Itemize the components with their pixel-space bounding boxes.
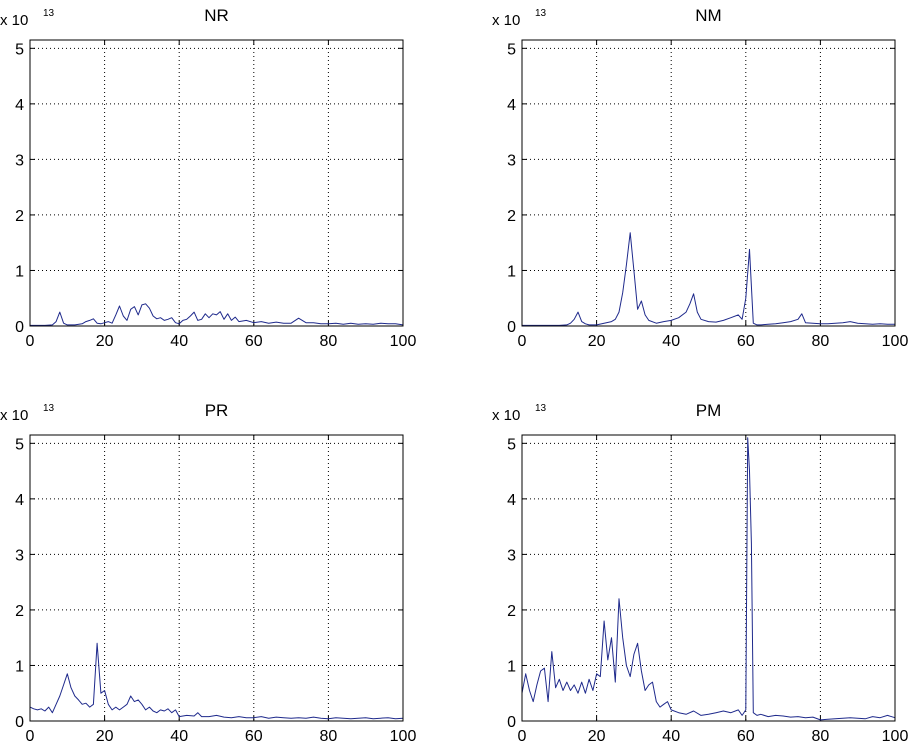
- y-tick-label: 2: [15, 603, 24, 620]
- axes-frame: [29, 434, 404, 722]
- y-tick-label: 0: [507, 714, 516, 731]
- y-tick-label: 5: [15, 41, 24, 58]
- y-tick-label: 2: [507, 208, 516, 225]
- y-tick-label: 4: [15, 492, 24, 509]
- exponent-label: x 10: [492, 407, 520, 424]
- series-line: [29, 642, 404, 720]
- x-tick-label: 20: [588, 333, 606, 350]
- x-tick-label: 0: [518, 333, 527, 350]
- series-line: [522, 232, 895, 326]
- exponent-label: x 10: [492, 12, 520, 29]
- x-tick-label: 80: [812, 728, 830, 745]
- series-line: [521, 437, 896, 721]
- x-tick-label: 100: [882, 333, 909, 350]
- x-tick-label: 0: [26, 728, 35, 745]
- x-tick-label: 100: [390, 333, 417, 350]
- y-tick-label: 2: [507, 603, 516, 620]
- exponent-superscript: 13: [43, 8, 55, 19]
- subplot-pm: 0 20 40 60 80 100 0 1 2 3 4 5 x 10 13 PM: [492, 401, 908, 745]
- y-tick-label: 5: [15, 436, 24, 453]
- axes-box: [521, 39, 896, 327]
- y-tick-label: 1: [15, 263, 24, 280]
- axes-frame: [521, 39, 896, 327]
- x-tick-label: 100: [882, 728, 909, 745]
- x-tick-label: 100: [390, 728, 417, 745]
- y-tick-label: 4: [507, 97, 516, 114]
- y-tick-label: 3: [15, 152, 24, 169]
- y-tick-label: 3: [507, 547, 516, 564]
- exponent-superscript: 13: [43, 403, 55, 414]
- x-tick-label: 40: [170, 333, 188, 350]
- y-tick-label: 1: [15, 658, 24, 675]
- x-tick-label: 60: [245, 333, 263, 350]
- subplot-nr: 0 20 40 60 80 100 0 1 2 3 4 5 x 10 13 NR: [0, 6, 416, 350]
- x-tick-label: 80: [812, 333, 830, 350]
- axes-box: [29, 434, 404, 722]
- x-tick-label: 40: [662, 728, 680, 745]
- x-tick-label: 20: [96, 333, 114, 350]
- x-tick-label: 60: [737, 728, 755, 745]
- x-tick-label: 60: [737, 333, 755, 350]
- axes-box: [521, 434, 896, 722]
- x-tick-label: 80: [320, 728, 338, 745]
- subplot-nm: 0 20 40 60 80 100 0 1 2 3 4 5 x 10 13 NM: [492, 6, 908, 350]
- exponent-label: x 10: [0, 12, 28, 29]
- y-tick-label: 5: [507, 436, 516, 453]
- y-tick-label: 1: [507, 263, 516, 280]
- chart-title: NR: [204, 6, 229, 25]
- x-tick-label: 80: [320, 333, 338, 350]
- y-tick-label: 0: [15, 714, 24, 731]
- exponent-superscript: 13: [535, 8, 547, 19]
- x-tick-label: 0: [26, 333, 35, 350]
- chart-title: PM: [696, 401, 722, 420]
- chart-title: NM: [695, 6, 721, 25]
- x-tick-label: 60: [245, 728, 263, 745]
- exponent-superscript: 13: [535, 403, 547, 414]
- y-tick-label: 0: [507, 319, 516, 336]
- x-tick-label: 40: [170, 728, 188, 745]
- y-tick-label: 0: [15, 319, 24, 336]
- chart-title: PR: [205, 401, 229, 420]
- series-line: [30, 303, 404, 326]
- exponent-label: x 10: [0, 407, 28, 424]
- y-tick-label: 5: [507, 41, 516, 58]
- y-tick-label: 4: [15, 97, 24, 114]
- x-tick-label: 20: [96, 728, 114, 745]
- axes-box: [29, 39, 404, 327]
- subplot-pr: 0 20 40 60 80 100 0 1 2 3 4 5 x 10 13 PR: [0, 401, 416, 745]
- y-tick-label: 3: [15, 547, 24, 564]
- y-tick-label: 4: [507, 492, 516, 509]
- y-tick-label: 1: [507, 658, 516, 675]
- axes-frame: [521, 434, 896, 722]
- x-tick-label: 0: [518, 728, 527, 745]
- x-tick-label: 40: [662, 333, 680, 350]
- y-tick-label: 3: [507, 152, 516, 169]
- y-tick-label: 2: [15, 208, 24, 225]
- x-tick-label: 20: [588, 728, 606, 745]
- axes-frame: [29, 39, 404, 327]
